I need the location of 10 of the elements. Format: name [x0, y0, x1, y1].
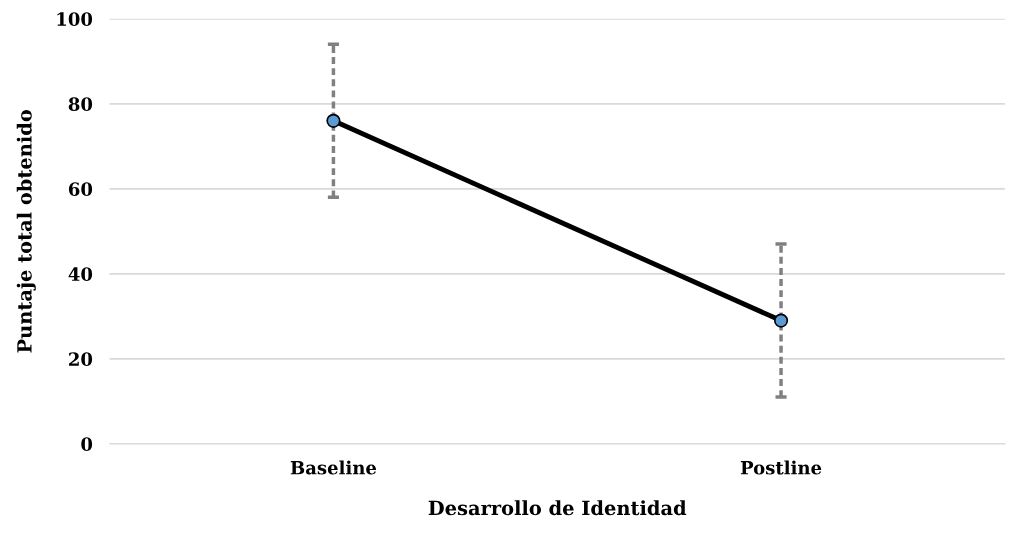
- y-tick-label: 0: [81, 437, 93, 451]
- y-tick-label: 40: [68, 267, 93, 281]
- x-tick-label: Baseline: [290, 460, 377, 475]
- x-tick-label: Postline: [740, 460, 822, 475]
- x-axis-title: Desarrollo de Identidad: [428, 500, 687, 516]
- y-tick-label: 80: [68, 97, 93, 111]
- y-axis-title: Puntaje total obtenido: [16, 109, 36, 353]
- y-tick-label: 100: [57, 12, 93, 26]
- y-tick-label: 20: [69, 352, 93, 366]
- y-tick-label: 60: [68, 182, 93, 196]
